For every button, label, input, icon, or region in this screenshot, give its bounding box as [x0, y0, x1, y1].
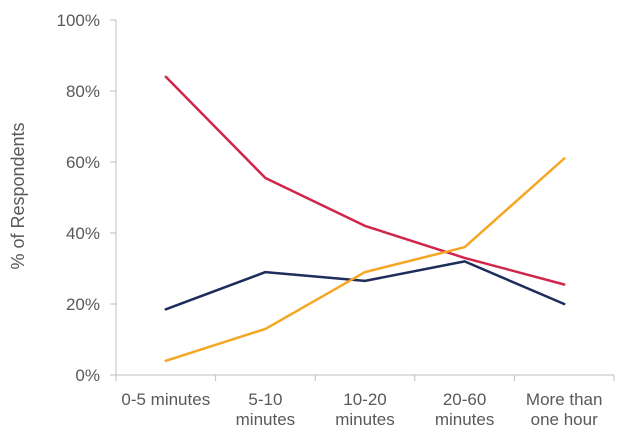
series-line-1 — [164, 75, 566, 286]
x-axis: 0-5 minutes 5-10 minutes 10-20 minutes 20-60 m… — [115, 374, 615, 429]
x-tick-label: 5-10 minutes — [236, 390, 296, 429]
x-tick-label: 0-5 minutes — [121, 390, 210, 409]
y-tick-label: 80% — [66, 82, 100, 101]
y-axis-title: % of Respondents — [8, 122, 28, 269]
x-tick-label: 10-20 minutes — [335, 390, 395, 429]
x-tick-label: 20-60 minutes — [435, 390, 495, 429]
y-tick-label: 60% — [66, 153, 100, 172]
y-tick-label: 0% — [75, 366, 100, 385]
x-tick-label: More than one hour — [526, 390, 603, 429]
series-layer — [164, 75, 566, 363]
y-axis: 0% 20% 40% 60% 80% 100% — [57, 11, 117, 385]
y-tick-label: 100% — [57, 11, 100, 30]
series-line-3 — [164, 157, 566, 363]
y-tick-label: 40% — [66, 224, 100, 243]
y-tick-label: 20% — [66, 295, 100, 314]
series-line-2 — [164, 260, 566, 311]
